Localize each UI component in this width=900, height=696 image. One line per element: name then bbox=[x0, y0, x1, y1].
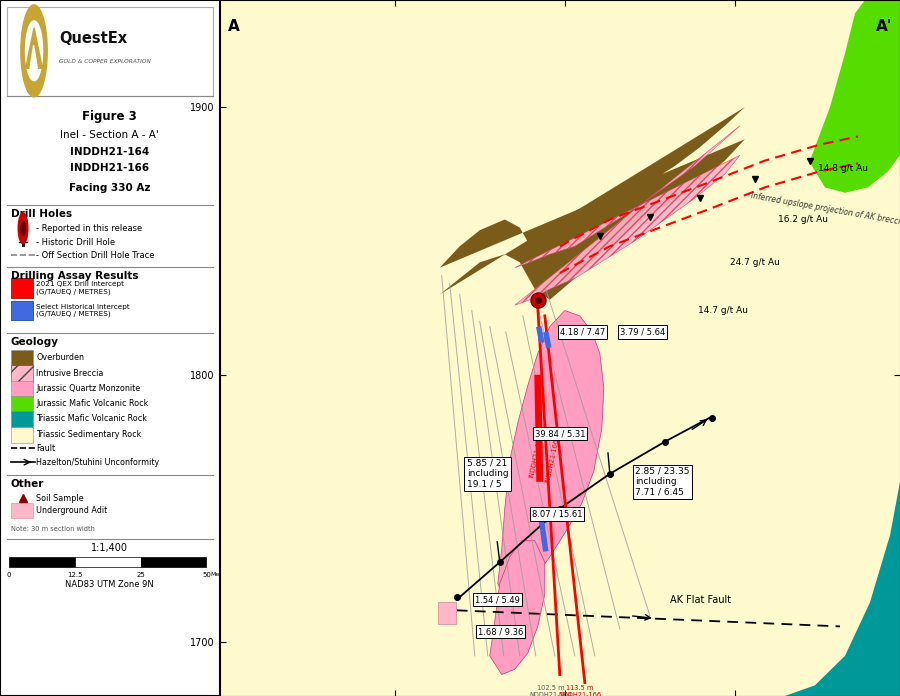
Text: Intrusive Breccia: Intrusive Breccia bbox=[36, 369, 104, 377]
Text: 5.85 / 21
including
19.1 / 5: 5.85 / 21 including 19.1 / 5 bbox=[467, 459, 508, 489]
Text: INDDH21-164: INDDH21-164 bbox=[528, 432, 544, 477]
Text: Drill Holes: Drill Holes bbox=[11, 209, 72, 219]
Bar bbox=[11, 381, 33, 397]
Polygon shape bbox=[26, 28, 42, 68]
Text: 4.18 / 7.47: 4.18 / 7.47 bbox=[560, 327, 605, 336]
Text: Fault: Fault bbox=[36, 444, 56, 452]
Text: Overburden: Overburden bbox=[36, 354, 85, 362]
Polygon shape bbox=[515, 126, 740, 305]
Bar bbox=[437, 602, 455, 624]
Text: NAD83 UTM Zone 9N: NAD83 UTM Zone 9N bbox=[66, 580, 154, 589]
Text: Meters: Meters bbox=[211, 572, 232, 577]
Text: Other: Other bbox=[11, 480, 44, 489]
Text: - Reported in this release: - Reported in this release bbox=[36, 224, 142, 232]
Polygon shape bbox=[25, 21, 42, 81]
Text: 2.85 / 23.35
including
7.71 / 6.45: 2.85 / 23.35 including 7.71 / 6.45 bbox=[634, 467, 689, 497]
Text: Inferred upslope projection of AK breccia: Inferred upslope projection of AK brecci… bbox=[750, 191, 900, 227]
Text: 14.8 g/t Au: 14.8 g/t Au bbox=[818, 164, 868, 173]
Text: 25: 25 bbox=[136, 572, 145, 578]
Polygon shape bbox=[490, 541, 544, 674]
Text: Triassic Mafic Volcanic Rock: Triassic Mafic Volcanic Rock bbox=[36, 415, 148, 423]
Bar bbox=[11, 503, 33, 518]
Text: Hazelton/Stuhini Unconformity: Hazelton/Stuhini Unconformity bbox=[36, 458, 159, 466]
Text: Underground Adit: Underground Adit bbox=[36, 506, 107, 514]
Text: 102.5 m
NDDH21-164: 102.5 m NDDH21-164 bbox=[529, 686, 572, 696]
FancyBboxPatch shape bbox=[6, 7, 213, 96]
Text: Geology: Geology bbox=[11, 338, 59, 347]
Text: 1.54 / 5.49: 1.54 / 5.49 bbox=[475, 595, 519, 604]
Text: Select Historical Intercept
(G/TAUEQ / METRES): Select Historical Intercept (G/TAUEQ / M… bbox=[36, 303, 130, 317]
Text: 16.2 g/t Au: 16.2 g/t Au bbox=[778, 215, 828, 224]
Text: INDDH21-166: INDDH21-166 bbox=[70, 163, 149, 173]
Bar bbox=[11, 411, 33, 428]
Circle shape bbox=[18, 213, 28, 244]
Text: 2021 QEX Drill Intercept
(G/TAUEQ / METRES): 2021 QEX Drill Intercept (G/TAUEQ / METR… bbox=[36, 281, 124, 295]
Bar bbox=[11, 396, 33, 413]
Text: INDDH21-166: INDDH21-166 bbox=[544, 438, 560, 483]
Bar bbox=[140, 557, 206, 567]
Text: Figure 3: Figure 3 bbox=[83, 111, 137, 123]
Text: 24.7 g/t Au: 24.7 g/t Au bbox=[730, 258, 779, 267]
Text: - Historic Drill Hole: - Historic Drill Hole bbox=[36, 238, 115, 246]
Text: Drilling Assay Results: Drilling Assay Results bbox=[11, 271, 139, 281]
Text: 0: 0 bbox=[6, 572, 11, 578]
Text: Soil Sample: Soil Sample bbox=[36, 494, 84, 503]
Bar bbox=[11, 427, 33, 443]
Bar bbox=[75, 557, 140, 567]
Polygon shape bbox=[765, 482, 900, 696]
Bar bbox=[11, 365, 33, 382]
Text: Triassic Sedimentary Rock: Triassic Sedimentary Rock bbox=[36, 430, 141, 438]
Polygon shape bbox=[440, 107, 745, 300]
Text: - Off Section Drill Hole Trace: - Off Section Drill Hole Trace bbox=[36, 251, 155, 260]
Text: 8.07 / 15.61: 8.07 / 15.61 bbox=[532, 509, 582, 519]
Bar bbox=[11, 301, 33, 320]
Text: 3.79 / 5.64: 3.79 / 5.64 bbox=[620, 327, 665, 336]
Text: GOLD & COPPER EXPLORATION: GOLD & COPPER EXPLORATION bbox=[59, 58, 151, 64]
Polygon shape bbox=[810, 0, 900, 193]
Bar bbox=[11, 278, 33, 298]
Text: Inel - Section A - A': Inel - Section A - A' bbox=[60, 130, 159, 140]
Text: A': A' bbox=[876, 19, 892, 33]
Text: QuestEx: QuestEx bbox=[59, 31, 128, 47]
Text: 50: 50 bbox=[202, 572, 211, 578]
Text: INDDH21-164: INDDH21-164 bbox=[70, 147, 149, 157]
Text: AK Flat Fault: AK Flat Fault bbox=[670, 595, 731, 605]
Text: 113.5 m
NDDH21-166: 113.5 m NDDH21-166 bbox=[558, 686, 601, 696]
Polygon shape bbox=[21, 5, 47, 97]
Text: 12.5: 12.5 bbox=[67, 572, 83, 578]
Text: A: A bbox=[228, 19, 239, 33]
Polygon shape bbox=[30, 45, 37, 68]
Bar bbox=[11, 350, 33, 367]
Text: Note: 30 m section width: Note: 30 m section width bbox=[11, 526, 94, 532]
Polygon shape bbox=[498, 310, 604, 608]
Text: Jurassic Quartz Monzonite: Jurassic Quartz Monzonite bbox=[36, 384, 140, 393]
Bar bbox=[9, 557, 75, 567]
Text: 1.68 / 9.36: 1.68 / 9.36 bbox=[478, 627, 523, 636]
Text: Facing 330 Az: Facing 330 Az bbox=[69, 183, 150, 193]
Text: Jurassic Mafic Volcanic Rock: Jurassic Mafic Volcanic Rock bbox=[36, 400, 148, 408]
Text: 39.84 / 5.31: 39.84 / 5.31 bbox=[535, 429, 585, 438]
Text: 14.7 g/t Au: 14.7 g/t Au bbox=[698, 306, 748, 315]
Text: 1:1,400: 1:1,400 bbox=[91, 544, 129, 553]
Circle shape bbox=[21, 221, 25, 235]
